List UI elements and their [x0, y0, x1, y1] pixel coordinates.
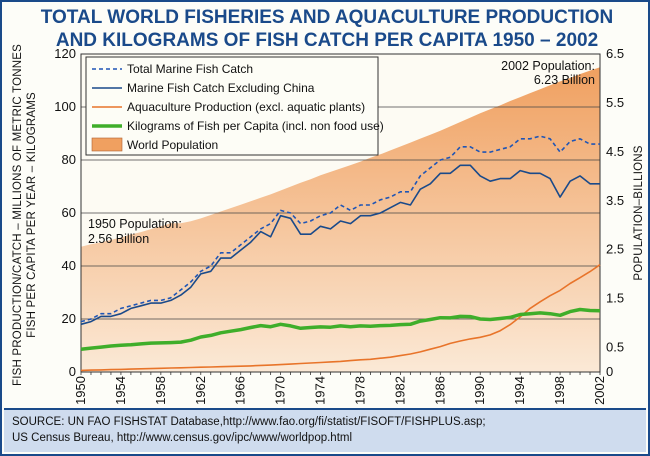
y-axis-title-line-1: FISH PRODUCTION/CATCH – MILLIONS OF METR…	[12, 44, 24, 386]
y2-tick-label: 5.5	[606, 95, 624, 110]
x-tick-label: 1966	[233, 376, 248, 405]
legend-box	[85, 56, 379, 156]
x-tick-label: 1974	[313, 376, 328, 405]
annotation-1950-line-1: 1950 Population:	[88, 217, 182, 231]
x-tick-label: 1982	[392, 376, 407, 405]
y-tick-label: 80	[62, 152, 76, 167]
series-line-2	[80, 264, 601, 372]
x-tick-label: 2002	[592, 376, 607, 405]
y-tick-label: 20	[62, 311, 76, 326]
x-tick-label: 1958	[153, 376, 168, 405]
y-axis-title-line-2: FISH PER CAPITA PER YEAR – KILOGRAMS	[26, 92, 38, 338]
legend-label-0: Total Marine Fish Catch	[127, 62, 253, 76]
legend-label-4: World Population	[127, 138, 218, 152]
chart-plot: 0 20 40 60 80 100 120 0 0.5 1.5 2.5 3.5 4.5 5.5 6.5 195…	[12, 44, 645, 405]
annotation-2002-line-1: 2002 Population:	[501, 59, 595, 73]
chart-title-line-2: AND KILOGRAMS OF FISH CATCH PER CAPITA 1…	[55, 30, 599, 51]
y-tick-label: 40	[62, 258, 76, 273]
y2-tick-label: 6.5	[606, 46, 624, 61]
y2-tick-label: 4.5	[606, 144, 624, 159]
annotation-1950-line-2: 2.56 Billion	[88, 232, 149, 246]
y2-tick-label: 2.5	[606, 242, 624, 257]
y-tick-label: 60	[62, 205, 76, 220]
x-tick-label: 1990	[472, 376, 487, 405]
x-tick-label: 1994	[512, 376, 527, 405]
x-tick-label: 1950	[73, 376, 88, 405]
x-tick-label: 1970	[273, 376, 288, 405]
chart-title: TOTAL WORLD FISHERIES AND AQUACULTURE PR…	[2, 6, 650, 52]
y2-axis-title: POPULATION–BILLIONS	[633, 145, 645, 280]
y-tick-label: 100	[54, 99, 76, 114]
series-line-1	[80, 164, 600, 326]
chart-title-line-1: TOTAL WORLD FISHERIES AND AQUACULTURE PR…	[40, 7, 614, 28]
y-tick-label: 0	[69, 364, 76, 379]
series-line-3	[80, 307, 601, 351]
x-tick-label: 1998	[552, 376, 567, 405]
annotation-2002-line-2: 6.23 Billion	[534, 73, 595, 87]
source-line-1: SOURCE: UN FAO FISHSTAT Database,http://…	[12, 416, 486, 428]
x-tick-label: 1986	[432, 376, 447, 405]
x-tick-label: 1978	[352, 376, 367, 405]
y-tick-label: 120	[54, 46, 76, 61]
legend-label-2: Aquaculture Production (excl. aquatic pl…	[127, 100, 365, 114]
population-area	[81, 67, 600, 372]
y2-tick-label: 3.5	[606, 193, 624, 208]
legend-swatch-4	[91, 137, 123, 152]
legend-label-3: Kilograms of Fish per Capita (incl. non …	[127, 119, 384, 133]
source-note: SOURCE: UN FAO FISHSTAT Database,http://…	[4, 408, 646, 452]
x-tick-label: 1954	[113, 376, 128, 405]
y2-tick-label: 0.5	[606, 340, 624, 355]
x-tick-label: 1962	[193, 376, 208, 405]
y2-tick-label: 1.5	[606, 291, 624, 306]
y2-tick-label: 0	[606, 364, 613, 379]
source-line-2: US Census Bureau, http://www.census.gov/…	[12, 432, 353, 444]
legend-label-1: Marine Fish Catch Excluding China	[127, 81, 315, 95]
